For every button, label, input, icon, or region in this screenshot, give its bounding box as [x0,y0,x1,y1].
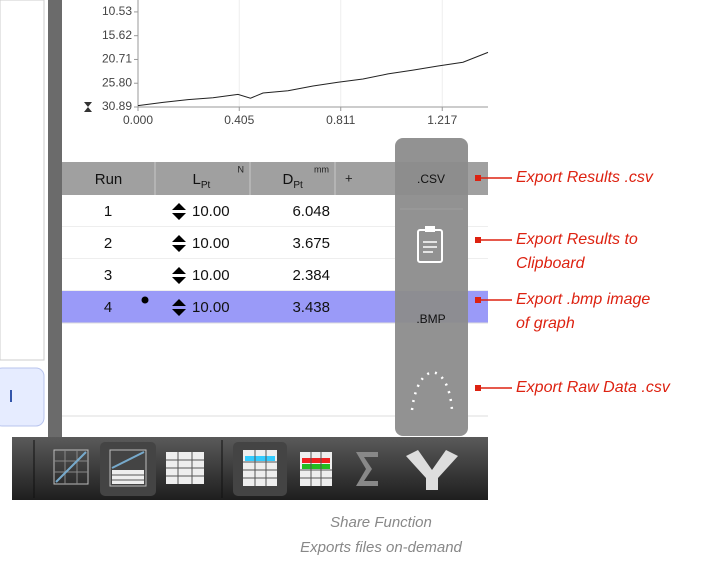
export-bmp-button[interactable]: .BMP [416,312,445,326]
header-cell: + [345,170,353,185]
annotation-marker [475,385,481,391]
graph-view-button[interactable] [53,449,89,485]
clipboard-button[interactable] [417,226,443,263]
results-table-button[interactable] [243,450,277,486]
splitter [48,0,62,437]
annotation-marker [475,297,481,303]
header-sub: Pt [293,180,303,191]
spinner[interactable] [172,235,186,252]
table-cell: 4 [104,299,112,316]
table-cell: 3.438 [292,299,330,316]
table-cell: 10.00 [192,235,230,252]
export-csv-button[interactable]: .CSV [417,172,445,186]
header-cell: Run [95,171,123,188]
stats-table-button[interactable] [300,452,332,486]
table-cell: 1 [104,203,112,220]
x-tick-label: 0.405 [224,113,254,127]
header-unit: mm [314,164,329,174]
annotation-marker [475,237,481,243]
spinner[interactable] [172,299,186,316]
annotations: Export Results .csv Export Results to Clip… [475,169,671,396]
table-cell: 2 [104,235,112,252]
header-main: Run [95,171,123,188]
split-view-button[interactable] [109,449,147,487]
data-line [137,51,489,107]
annotation-marker [475,175,481,181]
header-cell: LPt [193,171,211,191]
filter-button[interactable] [406,450,458,490]
table-cell: 10.00 [192,267,230,284]
x-tick-label: 1.217 [427,113,457,127]
x-tick-label: 0.000 [123,113,153,127]
selection-dot [141,296,149,304]
header-cell: DPt [283,171,304,191]
table-cell: 2.384 [292,267,330,284]
table-cell: 3.675 [292,235,330,252]
y-tick-label: 30.89 [102,99,132,113]
table-cell: 10.00 [192,203,230,220]
graph: 0.000 0.405 0.811 1.217 10.53 15.62 20.71 25.80… [102,0,489,127]
spinner[interactable] [172,267,186,284]
y-tick-label: 10.53 [102,4,132,18]
caption-line: Exports files on-demand [300,539,462,556]
annotation-text: Export Results to [516,231,638,248]
header-sub: Pt [201,180,211,191]
header-main: D [283,171,294,188]
y-tick-label: 25.80 [102,75,132,89]
export-panel [395,138,468,436]
y-tick-label: 15.62 [102,28,132,42]
cursor [10,390,12,402]
side-button[interactable] [0,367,45,427]
table-cell: 6.048 [292,203,330,220]
spinner[interactable] [172,203,186,220]
table-cell: 10.00 [192,299,230,316]
caption: Share Function Exports files on-demand [300,514,462,556]
hourglass-icon [84,102,92,112]
header-main: L [193,171,201,188]
annotation-text: Clipboard [516,255,586,272]
caption-line: Share Function [330,514,432,531]
table-view-button[interactable] [166,452,204,484]
annotation-text: of graph [516,315,575,332]
annotation-text: Export Raw Data .csv [516,379,671,396]
left-panel [0,0,45,361]
table-cell: 3 [104,267,112,284]
x-tick-label: 0.811 [326,113,355,127]
header-unit: N [238,164,245,174]
sigma-button[interactable] [356,452,378,486]
y-tick-label: 20.71 [102,52,132,66]
annotation-text: Export Results .csv [516,169,654,186]
annotation-text: Export .bmp image [516,291,650,308]
